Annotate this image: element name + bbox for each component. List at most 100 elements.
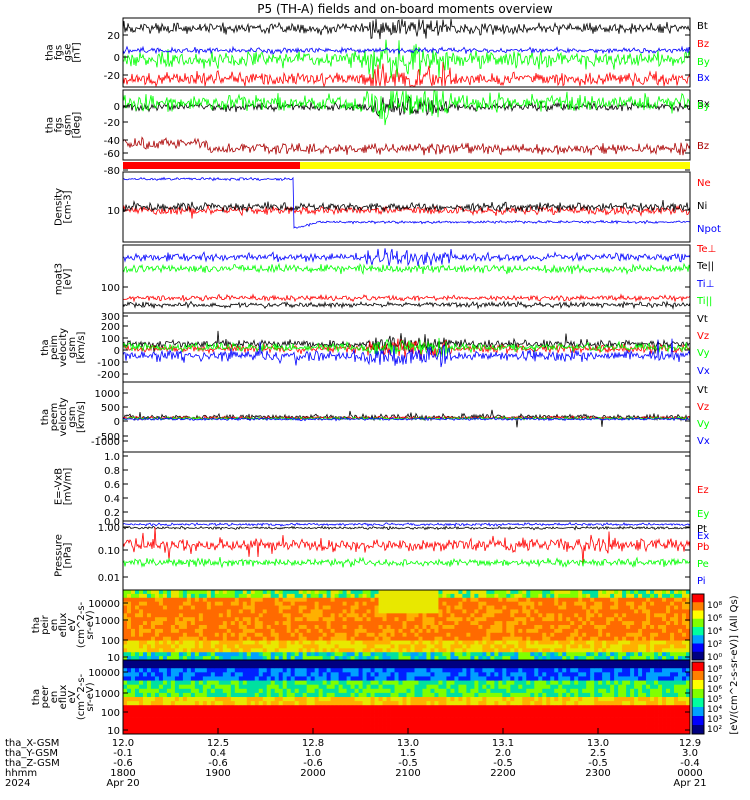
heatmap-cell: [154, 625, 160, 630]
heatmap-cell: [542, 660, 547, 665]
heatmap-cell: [186, 628, 192, 634]
heatmap-cell: [646, 609, 651, 614]
heatmap-cell: [242, 701, 248, 706]
heatmap-cell: [402, 609, 407, 614]
heatmap-cell: [174, 617, 180, 622]
heatmap-cell: [530, 721, 535, 727]
heatmap-cell: [658, 648, 663, 653]
heatmap-cell: [258, 609, 264, 614]
heatmap-cell: [150, 625, 156, 630]
heatmap-cell: [334, 625, 340, 630]
heatmap-cell: [506, 684, 511, 690]
heatmap-cell: [546, 713, 551, 718]
heatmap-cell: [262, 628, 268, 634]
heatmap-cell: [666, 609, 671, 614]
heatmap-cell: [678, 621, 683, 626]
heatmap-cell: [246, 601, 252, 606]
heatmap-cell: [366, 625, 371, 630]
heatmap-cell: [358, 601, 363, 606]
heatmap-cell: [350, 648, 355, 653]
heatmap-cell: [390, 680, 395, 686]
heatmap-cell: [486, 617, 491, 622]
heatmap-cell: [374, 625, 379, 630]
heatmap-cell: [178, 713, 184, 718]
heatmap-cell: [506, 644, 511, 649]
heatmap-cell: [386, 672, 391, 677]
heatmap-cell: [542, 590, 547, 595]
heatmap-cell: [582, 601, 587, 606]
heatmap-cell: [138, 676, 144, 681]
heatmap-cell: [406, 713, 411, 718]
heatmap-cell: [506, 632, 511, 638]
heatmap-cell: [306, 597, 312, 603]
heatmap-cell: [494, 597, 499, 603]
panel-frame-fgs_gsm: [122, 89, 691, 161]
heatmap-cell: [282, 652, 288, 657]
heatmap-cell: [590, 628, 595, 634]
heatmap-cell: [546, 660, 551, 665]
heatmap-cell: [594, 621, 599, 626]
heatmap-cell: [446, 688, 451, 694]
heatmap-cell: [474, 613, 479, 618]
heatmap-cell: [562, 697, 567, 702]
heatmap-cell: [298, 660, 304, 665]
heatmap-cell: [522, 676, 527, 681]
heatmap-cell: [450, 684, 455, 690]
heatmap-cell: [174, 652, 180, 657]
heatmap-cell: [398, 676, 403, 681]
heatmap-cell: [158, 721, 164, 727]
heatmap-cell: [362, 625, 367, 630]
heatmap-cell: [318, 717, 324, 723]
legend-peem-3: Vx: [697, 436, 710, 447]
heatmap-cell: [446, 625, 451, 630]
heatmap-cell: [570, 656, 575, 661]
heatmap-cell: [226, 652, 232, 657]
heatmap-cell: [562, 636, 567, 641]
heatmap-cell: [422, 688, 427, 694]
heatmap-cell: [406, 648, 411, 653]
heatmap-cell: [686, 593, 691, 599]
heatmap-cell: [490, 721, 495, 727]
temperature-ylabel: moat3[eV]: [54, 263, 74, 295]
heatmap-cell: [606, 660, 611, 665]
heatmap-cell: [334, 601, 340, 606]
heatmap-cell: [310, 648, 316, 653]
heatmap-cell: [254, 644, 260, 649]
heatmap-cell: [123, 644, 128, 649]
heatmap-cell: [638, 590, 643, 595]
heatmap-cell: [266, 717, 272, 723]
heatmap-cell: [458, 672, 463, 677]
heatmap-cell: [670, 605, 675, 610]
heatmap-cell: [630, 609, 635, 614]
heatmap-cell: [278, 676, 284, 681]
heatmap-cell: [382, 701, 387, 706]
heatmap-cell: [162, 617, 168, 622]
heatmap-cell: [370, 713, 375, 718]
heatmap-cell: [590, 721, 595, 727]
heatmap-cell: [126, 648, 132, 653]
heatmap-cell: [290, 672, 296, 677]
heatmap-cell: [614, 601, 619, 606]
heatmap-cell: [134, 628, 140, 634]
heatmap-cell: [530, 648, 535, 653]
heatmap-cell: [230, 725, 236, 731]
heatmap-cell: [558, 713, 563, 718]
heatmap-cell: [402, 590, 407, 595]
heatmap-cell: [246, 617, 252, 622]
heatmap-cell: [514, 701, 519, 706]
heatmap-cell: [274, 668, 280, 673]
heatmap-cell: [266, 605, 272, 610]
heatmap-cell: [562, 640, 567, 645]
heatmap-cell: [418, 621, 423, 626]
heatmap-cell: [434, 652, 439, 657]
heatmap-cell: [418, 605, 423, 610]
heatmap-cell: [598, 609, 603, 614]
heatmap-cell: [166, 613, 172, 618]
heatmap-cell: [414, 676, 419, 681]
heatmap-cell: [442, 644, 447, 649]
heatmap-cell: [254, 632, 260, 638]
heatmap-cell: [418, 625, 423, 630]
heatmap-cell: [138, 729, 144, 735]
heatmap-cell: [546, 593, 551, 599]
